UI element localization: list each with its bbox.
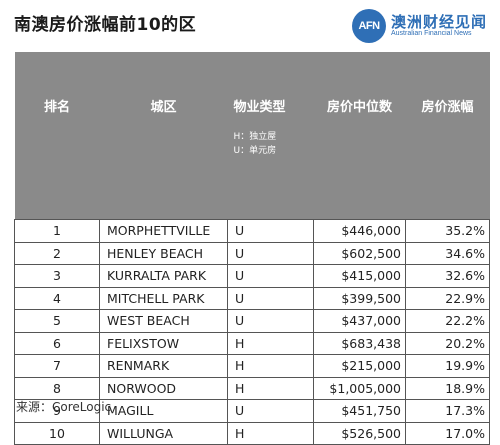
table-row: 6 FELIXSTOW H $683,438 20.2% (14, 331, 490, 355)
type-cell: U (227, 264, 314, 288)
growth-cell: 17.0% (405, 421, 490, 445)
type-cell: H (227, 421, 314, 445)
header-rank: 排名 (14, 52, 100, 220)
price-cell: $451,750 (313, 399, 406, 423)
logo-name-en: Australian Financial News (391, 30, 472, 38)
growth-cell: 22.9% (405, 286, 490, 310)
growth-cell: 34.6% (405, 241, 490, 265)
growth-cell: 18.9% (405, 376, 490, 400)
header-growth: 房价涨幅 (405, 52, 490, 220)
city-cell: MITCHELL PARK (99, 286, 228, 310)
growth-cell: 32.6% (405, 264, 490, 288)
city-cell: KURRALTA PARK (99, 264, 228, 288)
price-cell: $399,500 (313, 286, 406, 310)
type-cell: U (227, 219, 314, 243)
page-title: 南澳房价涨幅前10的区 (14, 15, 197, 35)
table-row: 5 WEST BEACH U $437,000 22.2% (14, 309, 490, 333)
rank-cell: 3 (14, 264, 100, 288)
rank-cell: 6 (14, 331, 100, 355)
price-cell: $602,500 (313, 241, 406, 265)
price-cell: $415,000 (313, 264, 406, 288)
rank-cell: 7 (14, 354, 100, 378)
city-cell: MAGILL (99, 399, 228, 423)
price-cell: $1,005,000 (313, 376, 406, 400)
city-cell: MORPHETTVILLE (99, 219, 228, 243)
city-cell: RENMARK (99, 354, 228, 378)
table-row: 3 KURRALTA PARK U $415,000 32.6% (14, 264, 490, 288)
price-cell: $437,000 (313, 309, 406, 333)
type-note-u: U：单元房 (233, 145, 277, 156)
table-row: 7 RENMARK H $215,000 19.9% (14, 354, 490, 378)
type-cell: U (227, 286, 314, 310)
header-type: 物业类型 H：独立屋 U：单元房 (227, 52, 314, 220)
source-note: 来源：CoreLogic (16, 400, 112, 414)
ranking-table: 排名 城区 物业类型 H：独立屋 U：单元房 房价中位数 房价涨幅 1 MORPH… (14, 52, 490, 445)
rank-cell: 8 (14, 376, 100, 400)
table-row: 2 HENLEY BEACH U $602,500 34.6% (14, 241, 490, 265)
type-note-h: H：独立屋 (233, 132, 277, 142)
table-row: 8 NORWOOD H $1,005,000 18.9% (14, 376, 490, 400)
logo-text: 澳洲财经见闻 Australian Financial News (391, 14, 487, 38)
rank-cell: 5 (14, 309, 100, 333)
growth-cell: 17.3% (405, 399, 490, 423)
type-cell: H (227, 376, 314, 400)
city-cell: WEST BEACH (99, 309, 228, 333)
city-cell: WILLUNGA (99, 421, 228, 445)
rank-cell: 10 (14, 421, 100, 445)
logo-name-cn: 澳洲财经见闻 (391, 12, 488, 31)
table-row: 10 WILLUNGA H $526,500 17.0% (14, 421, 490, 445)
header-city: 城区 (99, 52, 228, 220)
type-cell: H (227, 331, 314, 355)
city-cell: HENLEY BEACH (99, 241, 228, 265)
afn-logo-badge: AFN (352, 9, 386, 43)
type-cell: U (227, 309, 314, 333)
table-row: 4 MITCHELL PARK U $399,500 22.9% (14, 286, 490, 310)
type-cell: U (227, 399, 314, 423)
city-cell: NORWOOD (99, 376, 228, 400)
type-cell: H (227, 354, 314, 378)
afn-logo: AFN 澳洲财经见闻 Australian Financial News (352, 9, 487, 43)
growth-cell: 35.2% (405, 219, 490, 243)
ranking-table-container: 排名 城区 物业类型 H：独立屋 U：单元房 房价中位数 房价涨幅 1 MORPH… (14, 52, 490, 445)
header-type-label: 物业类型 (233, 100, 286, 115)
type-cell: U (227, 241, 314, 265)
rank-cell: 4 (14, 286, 100, 310)
price-cell: $526,500 (313, 421, 406, 445)
city-cell: FELIXSTOW (99, 331, 228, 355)
growth-cell: 19.9% (405, 354, 490, 378)
rank-cell: 2 (14, 241, 100, 265)
price-cell: $446,000 (313, 219, 406, 243)
price-cell: $215,000 (313, 354, 406, 378)
header-type-note: H：独立屋 U：单元房 (234, 131, 313, 158)
rank-cell: 1 (14, 219, 100, 243)
price-cell: $683,438 (313, 331, 406, 355)
header-price: 房价中位数 (313, 52, 406, 220)
growth-cell: 20.2% (405, 331, 490, 355)
growth-cell: 22.2% (405, 309, 490, 333)
table-header-row: 排名 城区 物业类型 H：独立屋 U：单元房 房价中位数 房价涨幅 (14, 52, 490, 220)
table-row: 1 MORPHETTVILLE U $446,000 35.2% (14, 219, 490, 243)
